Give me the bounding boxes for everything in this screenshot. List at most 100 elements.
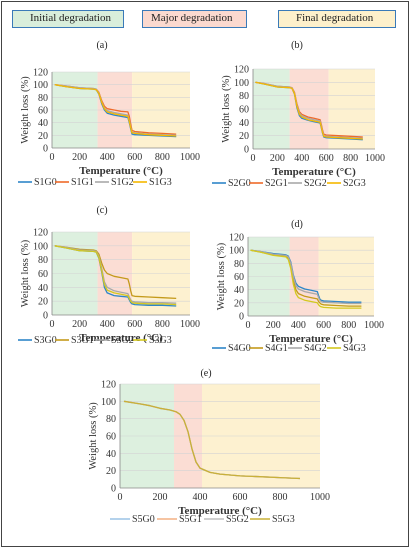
chart-2-legend-label-s3g2: S3G2 (111, 335, 134, 346)
chart-2-xaxis-title: Temperature (°C) (79, 332, 163, 344)
chart-0-panel-label: (a) (96, 40, 107, 51)
chart-1-xtick-label: 1000 (365, 153, 385, 164)
chart-4-xtick-label: 1000 (310, 492, 330, 503)
chart-1-legend-label-s2g1: S2G1 (265, 178, 288, 189)
chart-0-ytick-label: 40 (38, 118, 48, 129)
chart-3-ytick-label: 60 (234, 272, 244, 283)
chart-2-legend-label-s3g3: S3G3 (149, 335, 172, 346)
chart-4-yaxis-title: Weight loss (%) (88, 402, 99, 470)
chart-4-ytick-label: 80 (106, 414, 116, 425)
chart-1-series-s2g3-line (255, 81, 363, 140)
chart-0-xtick-label: 400 (100, 152, 115, 163)
chart-4-ytick-label: 100 (101, 397, 116, 408)
chart-4-xaxis-title: Temperature (°C) (178, 505, 262, 517)
chart-2-series-s3g2-line (54, 245, 177, 304)
chart-2-xtick-label: 200 (72, 319, 87, 330)
chart-1-legend-label-s2g2: S2G2 (304, 178, 327, 189)
chart-0-ytick-label: 60 (38, 106, 48, 117)
chart-2-xtick-label: 600 (127, 319, 142, 330)
chart-4-legend-label-s5g1: S5G1 (179, 514, 202, 525)
chart-2-panel-label: (c) (96, 205, 107, 216)
chart-1-ytick-label: 40 (239, 118, 249, 129)
chart-2-legend-label-s3g1: S3G1 (71, 335, 94, 346)
chart-1-ytick-label: 20 (239, 131, 249, 142)
chart-3-ytick-label: 80 (234, 259, 244, 270)
chart-1-ytick-label: 120 (234, 65, 249, 76)
chart-4-ytick-label: 120 (101, 380, 116, 391)
legend-final-swatch (278, 10, 396, 28)
chart-2-xtick-label: 800 (155, 319, 170, 330)
chart-0-ytick-label: 100 (33, 80, 48, 91)
chart-4-legend-label-s5g3: S5G3 (272, 514, 295, 525)
chart-2-xtick-label: 400 (100, 319, 115, 330)
chart-2-xtick-label: 0 (50, 319, 55, 330)
chart-2-ytick-label: 120 (33, 228, 48, 239)
chart-4-legend-label-s5g0: S5G0 (132, 514, 155, 525)
chart-1-xtick-label: 400 (294, 153, 309, 164)
chart-3-ytick-label: 100 (229, 246, 244, 257)
chart-2-xtick-label: 1000 (180, 319, 200, 330)
chart-1-series-s2g2-line (255, 81, 363, 139)
chart-4-legend-label-s5g2: S5G2 (226, 514, 249, 525)
chart-3-legend-label-s4g1: S4G1 (265, 343, 288, 354)
chart-1-legend-label-s2g3: S2G3 (343, 178, 366, 189)
chart-0-ytick-label: 0 (43, 144, 48, 155)
chart-3-xtick-label: 0 (246, 320, 251, 331)
chart-1-ytick-label: 80 (239, 91, 249, 102)
chart-2-series-s3g1-line (54, 245, 177, 300)
legend-initial-label: Initial degradation (30, 12, 111, 24)
chart-0-ytick-label: 120 (33, 68, 48, 79)
chart-1-ytick-label: 0 (244, 145, 249, 156)
chart-2-ytick-label: 100 (33, 241, 48, 252)
chart-3-ytick-label: 40 (234, 285, 244, 296)
chart-0-xtick-label: 800 (155, 152, 170, 163)
chart-0-ytick-label: 80 (38, 93, 48, 104)
chart-1-legend-label-s2g0: S2G0 (228, 178, 251, 189)
chart-0-ytick-label: 20 (38, 131, 48, 142)
chart-2-ytick-label: 0 (43, 311, 48, 322)
chart-3-ytick-label: 20 (234, 298, 244, 309)
chart-0-legend-label-s1g0: S1G0 (34, 177, 57, 188)
chart-3-legend-label-s4g3: S4G3 (343, 343, 366, 354)
chart-1-xtick-label: 800 (343, 153, 358, 164)
chart-0-xtick-label: 600 (127, 152, 142, 163)
chart-3-series-s4g2-line (250, 249, 362, 305)
chart-4-xtick-label: 200 (153, 492, 168, 503)
chart-3-series-s4g3-line (250, 249, 362, 309)
chart-3-legend-label-s4g2: S4G2 (304, 343, 327, 354)
chart-4-series-s5g3-line (123, 400, 301, 480)
chart-4-ytick-label: 20 (106, 466, 116, 477)
chart-3-xtick-label: 400 (291, 320, 306, 331)
chart-3-xtick-label: 1000 (364, 320, 384, 331)
chart-2-ytick-label: 80 (38, 255, 48, 266)
chart-3-xtick-label: 200 (266, 320, 281, 331)
chart-1-ytick-label: 100 (234, 78, 249, 89)
chart-2-series-s3g3-line (54, 245, 177, 306)
chart-2-ytick-label: 60 (38, 269, 48, 280)
chart-0-series-s1g3-line (54, 84, 177, 137)
chart-1-xtick-label: 600 (319, 153, 334, 164)
chart-3-legend-label-s4g0: S4G0 (228, 343, 251, 354)
chart-1-xtick-label: 200 (270, 153, 285, 164)
chart-1-panel-label: (b) (291, 40, 303, 51)
legend-major-label: Major degradation (151, 12, 233, 24)
chart-1-yaxis-title: Weight loss (%) (221, 75, 232, 143)
chart-2-ytick-label: 40 (38, 283, 48, 294)
chart-3-xtick-label: 800 (341, 320, 356, 331)
chart-0-xtick-label: 0 (50, 152, 55, 163)
chart-0-legend-label-s1g3: S1G3 (149, 177, 172, 188)
chart-0-yaxis-title: Weight loss (%) (20, 76, 31, 144)
chart-0-xtick-label: 1000 (180, 152, 200, 163)
chart-0-xaxis-title: Temperature (°C) (79, 165, 163, 177)
legend-major-swatch (142, 10, 247, 28)
chart-0-xtick-label: 200 (72, 152, 87, 163)
chart-2-legend-label-s3g0: S3G0 (34, 335, 57, 346)
chart-3-ytick-label: 0 (239, 312, 244, 323)
chart-4-xtick-label: 800 (273, 492, 288, 503)
chart-4-xtick-label: 600 (233, 492, 248, 503)
chart-4-ytick-label: 0 (111, 484, 116, 495)
chart-1-xtick-label: 0 (251, 153, 256, 164)
chart-3-panel-label: (d) (291, 219, 303, 230)
chart-4-panel-label: (e) (200, 368, 211, 379)
